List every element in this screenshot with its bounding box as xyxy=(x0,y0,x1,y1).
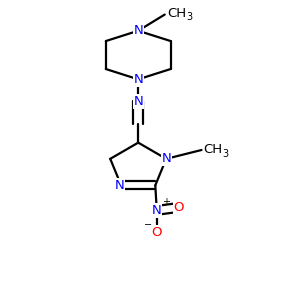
Text: −: − xyxy=(144,220,152,230)
Text: O: O xyxy=(174,201,184,214)
Text: N: N xyxy=(115,179,124,192)
Text: 3: 3 xyxy=(187,12,193,22)
Text: 3: 3 xyxy=(222,148,228,158)
Text: N: N xyxy=(161,152,171,165)
Text: CH: CH xyxy=(203,143,222,157)
Text: N: N xyxy=(152,204,162,217)
Text: O: O xyxy=(152,226,162,239)
Text: N: N xyxy=(133,95,143,108)
Text: N: N xyxy=(133,73,143,86)
Text: CH: CH xyxy=(168,7,187,20)
Text: +: + xyxy=(162,197,170,207)
Text: N: N xyxy=(133,24,143,37)
